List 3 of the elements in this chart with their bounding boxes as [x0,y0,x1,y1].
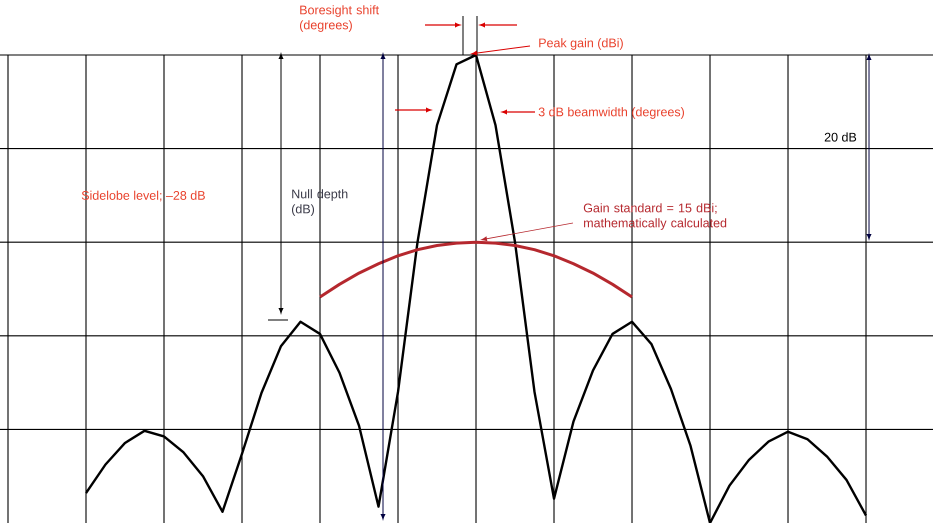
annotation: 20 dB [824,132,856,142]
text: Boresight shift (degrees) [300,5,379,32]
text: Peak gain (dBi) [539,38,623,50]
